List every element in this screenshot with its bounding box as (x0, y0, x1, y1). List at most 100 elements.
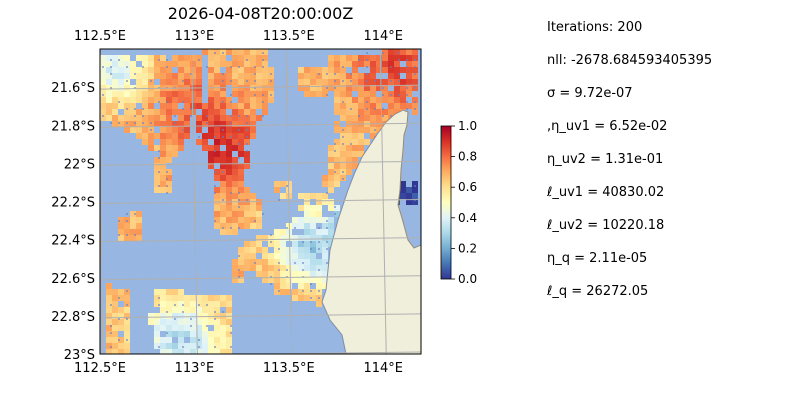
field-cell (226, 169, 232, 175)
vector-dot (254, 94, 256, 96)
field-cell (334, 163, 340, 169)
field-cell (220, 115, 226, 121)
field-cell (250, 223, 256, 229)
field-cell (256, 67, 262, 73)
vector-dot (334, 143, 336, 145)
field-cell (310, 193, 316, 199)
field-cell (292, 241, 298, 247)
param-line: ,η_uv1 = 6.52e-02 (547, 119, 668, 134)
field-cell (238, 211, 244, 217)
field-cell (304, 295, 310, 301)
field-cell (118, 325, 124, 331)
vector-dot (222, 136, 224, 138)
field-cell (358, 61, 364, 67)
field-cell (124, 307, 130, 313)
field-cell (226, 145, 232, 151)
field-cell (106, 115, 112, 121)
field-cell (196, 139, 202, 145)
field-cell (124, 313, 130, 319)
vector-dot (246, 199, 248, 201)
field-cell (124, 289, 130, 295)
field-cell (226, 223, 232, 229)
vector-dot (326, 241, 328, 243)
field-cell (136, 133, 142, 139)
vector-dot (126, 304, 128, 306)
field-cell (208, 109, 214, 115)
field-cell (148, 73, 154, 79)
field-cell (322, 265, 328, 271)
field-cell (196, 67, 202, 73)
field-cell (232, 169, 238, 175)
parallel-line (100, 237, 421, 243)
field-cell (304, 283, 310, 289)
field-cell (208, 115, 214, 121)
field-cell (142, 85, 148, 91)
field-cell (220, 133, 226, 139)
field-cell (184, 97, 190, 103)
map-frame (99, 48, 422, 355)
field-cell (244, 211, 250, 217)
field-cell (160, 313, 166, 319)
field-cell (268, 79, 274, 85)
field-cell (322, 217, 328, 223)
field-cell (160, 181, 166, 187)
field-cell (370, 97, 376, 103)
meridian-line (190, 49, 198, 354)
field-cell (202, 109, 208, 115)
field-cell (352, 55, 358, 61)
field-cell (280, 247, 286, 253)
field-cell (238, 277, 244, 283)
field-cell (166, 325, 172, 331)
field-cell (154, 115, 160, 121)
field-cell (304, 259, 310, 265)
field-cell (340, 85, 346, 91)
vector-dot (398, 73, 400, 75)
field-cell (226, 61, 232, 67)
field-cell (226, 67, 232, 73)
vector-dot (318, 241, 320, 243)
vector-dot (326, 87, 328, 89)
vector-dot (126, 80, 128, 82)
vector-dot (238, 129, 240, 131)
field-cell (310, 241, 316, 247)
field-cell (196, 325, 202, 331)
field-cell (238, 67, 244, 73)
field-cell (328, 157, 334, 163)
field-cell (316, 301, 322, 307)
field-cell (106, 67, 112, 73)
field-cell (244, 115, 250, 121)
field-cell (190, 319, 196, 325)
field-cell (388, 49, 394, 55)
field-cell (148, 67, 154, 73)
field-cell (100, 109, 106, 115)
field-cell (316, 79, 322, 85)
field-cell (334, 205, 340, 211)
vector-dot (198, 59, 200, 61)
field-cell (364, 103, 370, 109)
field-cell (196, 55, 202, 61)
field-cell (136, 97, 142, 103)
field-cell (226, 79, 232, 85)
field-cell (250, 115, 256, 121)
vector-dot (270, 283, 272, 285)
field-cell (208, 343, 214, 349)
field-cell (250, 61, 256, 67)
field-cell (184, 331, 190, 337)
field-cell (172, 325, 178, 331)
vector-dot (350, 108, 352, 110)
field-cell (184, 121, 190, 127)
field-cell (250, 241, 256, 247)
field-cell (382, 85, 388, 91)
field-cell (214, 337, 220, 343)
field-cell (118, 115, 124, 121)
vector-dot (302, 269, 304, 271)
field-cell (136, 85, 142, 91)
field-cell (316, 241, 322, 247)
field-cell (346, 91, 352, 97)
field-cell (214, 157, 220, 163)
field-cell (136, 67, 142, 73)
field-cell (244, 139, 250, 145)
field-cell (220, 295, 226, 301)
field-cell (250, 205, 256, 211)
field-cell (400, 103, 406, 109)
